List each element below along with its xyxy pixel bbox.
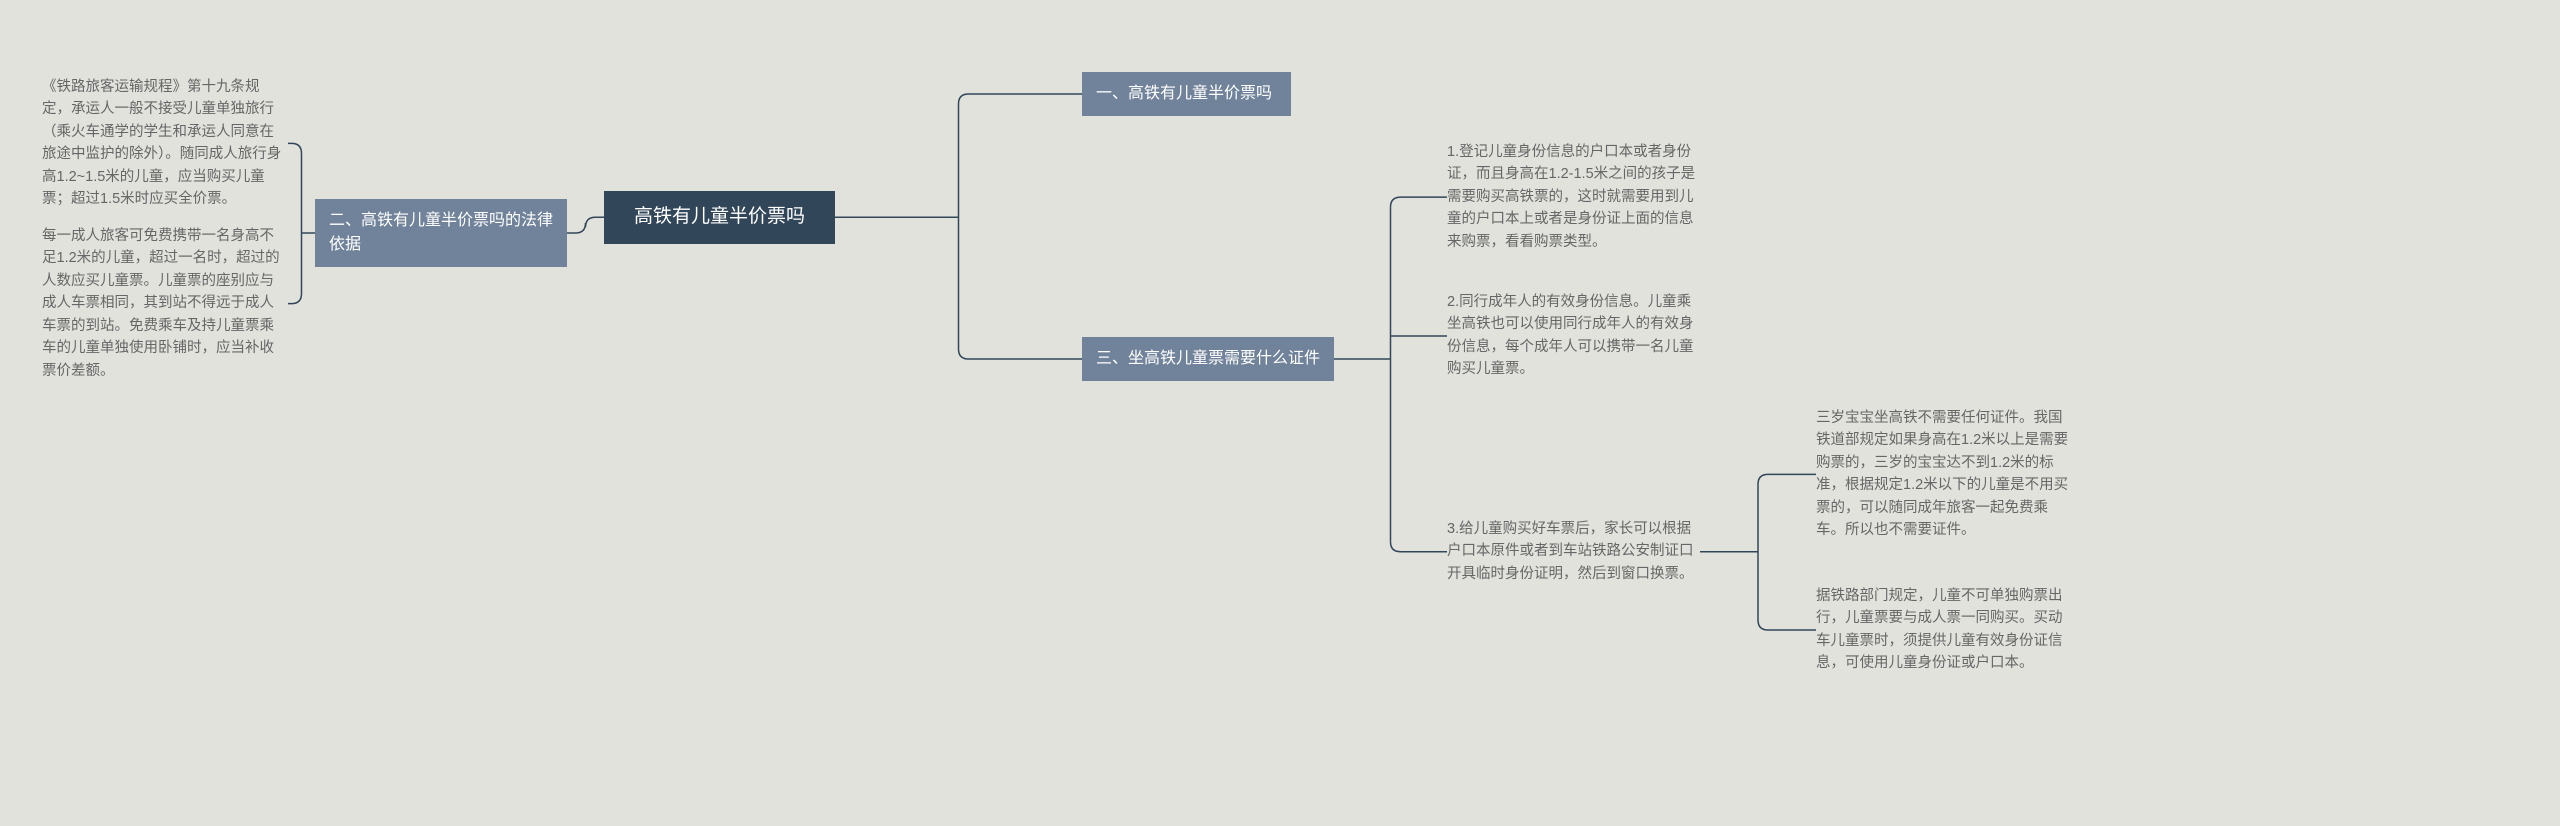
b3l2: 2.同行成年人的有效身份信息。儿童乘坐高铁也可以使用同行成年人的有效身份信息，每… — [1447, 291, 1700, 381]
b3l3b: 据铁路部门规定，儿童不可单独购票出行，儿童票要与成人票一同购买。买动车儿童票时，… — [1816, 585, 2072, 675]
root: 高铁有儿童半价票吗 — [604, 191, 835, 244]
b2l2: 每一成人旅客可免费携带一名身高不足1.2米的儿童，超过一名时，超过的人数应买儿童… — [42, 225, 288, 382]
b3l3: 3.给儿童购买好车票后，家长可以根据户口本原件或者到车站铁路公安制证口开具临时身… — [1447, 518, 1700, 585]
b1: 一、高铁有儿童半价票吗 — [1082, 72, 1291, 116]
b3: 三、坐高铁儿童票需要什么证件 — [1082, 337, 1334, 381]
b3l3a: 三岁宝宝坐高铁不需要任何证件。我国铁道部规定如果身高在1.2米以上是需要购票的，… — [1816, 407, 2072, 542]
b3l1: 1.登记儿童身份信息的户口本或者身份证，而且身高在1.2-1.5米之间的孩子是需… — [1447, 141, 1700, 253]
b2l1: 《铁路旅客运输规程》第十九条规定，承运人一般不接受儿童单独旅行（乘火车通学的学生… — [42, 76, 288, 211]
b2: 二、高铁有儿童半价票吗的法律依据 — [315, 199, 567, 267]
connector-layer — [0, 0, 2560, 826]
